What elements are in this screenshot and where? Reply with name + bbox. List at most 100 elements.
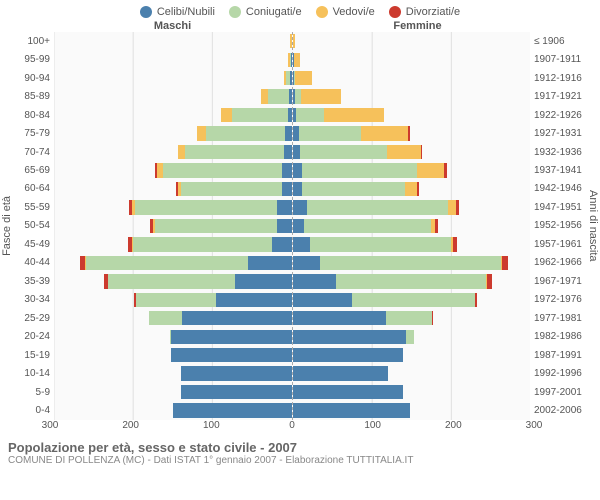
bar-segment [387, 145, 420, 159]
bar-segment [293, 182, 303, 196]
birth-label: 1937-1941 [534, 161, 586, 179]
bar-segment [421, 145, 423, 159]
legend-item: Vedovi/e [316, 6, 375, 18]
birth-label: 1982-1986 [534, 328, 586, 346]
bar-segment [320, 256, 501, 270]
bar-segment [235, 274, 292, 288]
right-axis-title: Anni di nascita [586, 32, 600, 420]
legend-dot [316, 6, 328, 18]
bar-segment [307, 200, 448, 214]
bar-segment [293, 200, 307, 214]
bar-row [54, 364, 292, 382]
x-tick: 300 [526, 420, 543, 431]
bar-row [54, 291, 292, 309]
bar-segment [293, 145, 301, 159]
bar-segment [282, 182, 292, 196]
bar-segment [405, 182, 417, 196]
bar-segment [435, 219, 438, 233]
birth-label: 1917-1921 [534, 87, 586, 105]
bar-row [293, 69, 531, 87]
birth-year-labels: ≤ 19061907-19111912-19161917-19211922-19… [530, 32, 586, 420]
bar-row [293, 383, 531, 401]
age-label: 90-94 [14, 69, 50, 87]
bar-row [293, 124, 531, 142]
bar-segment [453, 237, 457, 251]
bar-row [293, 50, 531, 68]
age-label: 20-24 [14, 328, 50, 346]
bar-segment [293, 256, 321, 270]
bar-row [54, 87, 292, 105]
age-label: 35-39 [14, 272, 50, 290]
birth-label: 1967-1971 [534, 272, 586, 290]
age-label: 15-19 [14, 346, 50, 364]
male-header: Maschi [50, 20, 295, 32]
chart-caption: Popolazione per età, sesso e stato civil… [0, 434, 600, 466]
bar-segment [277, 200, 291, 214]
legend-item: Divorziati/e [389, 6, 460, 18]
caption-sub: COMUNE DI POLLENZA (MC) - Dati ISTAT 1° … [8, 455, 592, 466]
bar-segment [181, 182, 282, 196]
bar-segment [432, 311, 433, 325]
bar-segment [302, 182, 405, 196]
bar-row [54, 106, 292, 124]
birth-label: 1907-1911 [534, 50, 586, 68]
age-label: 30-34 [14, 291, 50, 309]
age-label: 70-74 [14, 143, 50, 161]
bar-row [293, 32, 531, 50]
x-tick: 200 [445, 420, 462, 431]
birth-label: 1912-1916 [534, 69, 586, 87]
age-label: 65-69 [14, 161, 50, 179]
bar-row [293, 235, 531, 253]
male-bars [54, 32, 293, 420]
bar-row [293, 254, 531, 272]
birth-label: 1947-1951 [534, 198, 586, 216]
bar-segment [216, 293, 291, 307]
bar-segment [296, 108, 325, 122]
bar-segment [149, 311, 182, 325]
age-label: 25-29 [14, 309, 50, 327]
birth-label: 2002-2006 [534, 401, 586, 419]
bar-segment [408, 126, 410, 140]
bar-segment [248, 256, 292, 270]
bar-segment [301, 89, 341, 103]
bar-segment [324, 108, 383, 122]
bar-segment [282, 163, 292, 177]
bar-segment [406, 330, 414, 344]
birth-label: 1942-1946 [534, 180, 586, 198]
bar-row [293, 143, 531, 161]
legend-label: Divorziati/e [406, 6, 460, 18]
age-label: 95-99 [14, 50, 50, 68]
bar-segment [293, 330, 406, 344]
legend: Celibi/NubiliConiugati/eVedovi/eDivorzia… [0, 0, 600, 20]
bar-row [54, 346, 292, 364]
bar-segment [285, 126, 291, 140]
age-labels: 100+95-9990-9485-8980-8475-7970-7465-696… [14, 32, 54, 420]
bar-row [54, 217, 292, 235]
legend-item: Coniugati/e [229, 6, 302, 18]
bar-segment [133, 237, 272, 251]
female-bars [293, 32, 531, 420]
legend-dot [229, 6, 241, 18]
bar-row [54, 328, 292, 346]
bar-row [54, 272, 292, 290]
x-tick: 200 [122, 420, 139, 431]
legend-label: Coniugati/e [246, 6, 302, 18]
bar-row [293, 346, 531, 364]
bar-segment [475, 293, 477, 307]
bar-segment [288, 108, 292, 122]
legend-dot [140, 6, 152, 18]
bar-segment [155, 219, 278, 233]
bar-segment [261, 89, 268, 103]
bar-segment [291, 53, 292, 67]
bar-segment [295, 71, 312, 85]
age-label: 5-9 [14, 383, 50, 401]
age-label: 55-59 [14, 198, 50, 216]
caption-title: Popolazione per età, sesso e stato civil… [8, 440, 592, 455]
age-label: 0-4 [14, 401, 50, 419]
bar-segment [293, 219, 305, 233]
x-tick: 300 [42, 420, 59, 431]
gender-header: Maschi Femmine [0, 20, 600, 32]
bar-segment [185, 145, 283, 159]
bar-segment [293, 293, 352, 307]
bar-row [54, 254, 292, 272]
